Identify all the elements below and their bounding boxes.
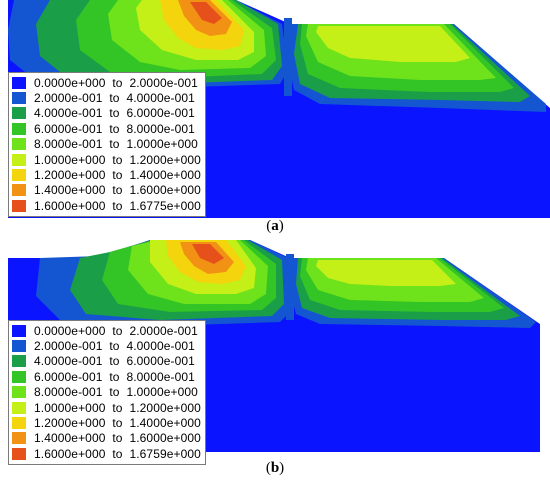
legend-range: 1.2000e+000 to 1.4000e+000	[34, 168, 201, 183]
legend-row: 6.0000e-001 to 8.0000e-001	[12, 121, 201, 136]
legend-range: 1.6000e+000 to 1.6759e+000	[34, 446, 201, 461]
legend-range: 2.0000e-001 to 4.0000e-001	[34, 91, 195, 106]
caption-b: (b)	[0, 460, 550, 477]
legend-row: 6.0000e-001 to 8.0000e-001	[12, 369, 201, 384]
swatch-5	[12, 401, 26, 414]
swatch-5	[12, 153, 26, 166]
caption-label: b	[270, 460, 280, 476]
legend-row: 1.0000e+000 to 1.2000e+000	[12, 400, 201, 415]
caption-prefix: (	[266, 218, 272, 234]
legend-range: 4.0000e-001 to 6.0000e-001	[34, 106, 195, 121]
caption-label: a	[271, 218, 279, 234]
legend-range: 2.0000e-001 to 4.0000e-001	[34, 339, 195, 354]
legend-row: 1.2000e+000 to 1.4000e+000	[12, 415, 201, 430]
swatch-3	[12, 122, 26, 135]
swatch-6	[12, 417, 26, 430]
legend-range: 1.4000e+000 to 1.6000e+000	[34, 431, 201, 446]
legend-row: 4.0000e-001 to 6.0000e-001	[12, 354, 201, 369]
band-right-5	[316, 260, 456, 286]
legend-range: 1.2000e+000 to 1.4000e+000	[34, 416, 201, 431]
legend-row: 4.0000e-001 to 6.0000e-001	[12, 106, 201, 121]
swatch-1	[12, 92, 26, 105]
legend-row: 1.6000e+000 to 1.6775e+000	[12, 198, 201, 213]
legend-row: 1.2000e+000 to 1.4000e+000	[12, 167, 201, 182]
swatch-7	[12, 432, 26, 445]
panel-a: 0.0000e+000 to 2.0000e-001 2.0000e-001 t…	[0, 0, 550, 240]
legend-range: 0.0000e+000 to 2.0000e-001	[34, 323, 198, 338]
swatch-1	[12, 340, 26, 353]
legend-range: 6.0000e-001 to 8.0000e-001	[34, 369, 195, 384]
caption-a: (a)	[0, 218, 550, 235]
legend-range: 1.0000e+000 to 1.2000e+000	[34, 152, 201, 167]
swatch-8	[12, 447, 26, 460]
legend-range: 1.0000e+000 to 1.2000e+000	[34, 400, 201, 415]
legend-row: 8.0000e-001 to 1.0000e+000	[12, 385, 201, 400]
band-8	[192, 244, 224, 264]
swatch-6	[12, 169, 26, 182]
swatch-3	[12, 370, 26, 383]
trench	[284, 18, 292, 96]
swatch-8	[12, 199, 26, 212]
legend-row: 0.0000e+000 to 2.0000e-001	[12, 75, 201, 90]
legend-b: 0.0000e+000 to 2.0000e-001 2.0000e-001 t…	[8, 320, 206, 465]
caption-prefix: (	[265, 460, 271, 476]
legend-row: 2.0000e-001 to 4.0000e-001	[12, 90, 201, 105]
legend-row: 1.6000e+000 to 1.6759e+000	[12, 446, 201, 461]
swatch-2	[12, 107, 26, 120]
trench	[286, 254, 294, 320]
swatch-7	[12, 184, 26, 197]
band-right-5	[316, 26, 470, 62]
swatch-4	[12, 138, 26, 151]
legend-range: 6.0000e-001 to 8.0000e-001	[34, 121, 195, 136]
legend-range: 8.0000e-001 to 1.0000e+000	[34, 137, 198, 152]
legend-row: 1.4000e+000 to 1.6000e+000	[12, 183, 201, 198]
caption-suffix: )	[279, 460, 285, 476]
legend-a: 0.0000e+000 to 2.0000e-001 2.0000e-001 t…	[8, 72, 206, 217]
swatch-2	[12, 355, 26, 368]
band-8	[190, 2, 222, 24]
legend-range: 1.4000e+000 to 1.6000e+000	[34, 183, 201, 198]
legend-row: 1.4000e+000 to 1.6000e+000	[12, 431, 201, 446]
legend-row: 8.0000e-001 to 1.0000e+000	[12, 137, 201, 152]
legend-range: 0.0000e+000 to 2.0000e-001	[34, 75, 198, 90]
swatch-4	[12, 386, 26, 399]
swatch-0	[12, 76, 26, 89]
swatch-0	[12, 324, 26, 337]
panel-b: 0.0000e+000 to 2.0000e-001 2.0000e-001 t…	[0, 240, 550, 482]
legend-range: 1.6000e+000 to 1.6775e+000	[34, 198, 201, 213]
legend-range: 4.0000e-001 to 6.0000e-001	[34, 354, 195, 369]
caption-suffix: )	[278, 218, 284, 234]
legend-row: 2.0000e-001 to 4.0000e-001	[12, 338, 201, 353]
legend-range: 8.0000e-001 to 1.0000e+000	[34, 385, 198, 400]
legend-row: 1.0000e+000 to 1.2000e+000	[12, 152, 201, 167]
legend-row: 0.0000e+000 to 2.0000e-001	[12, 323, 201, 338]
